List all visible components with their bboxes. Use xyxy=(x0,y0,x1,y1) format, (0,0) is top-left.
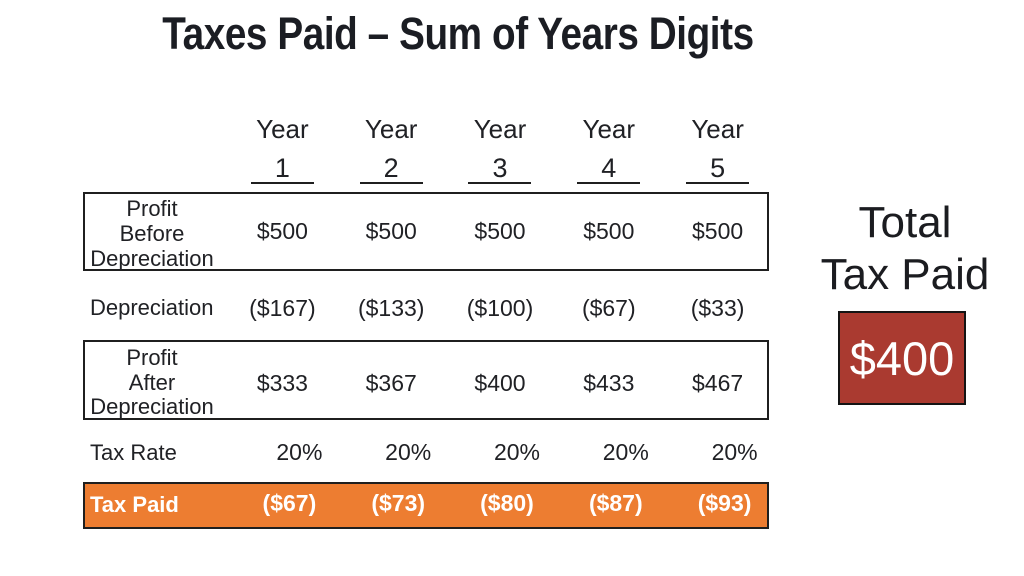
value-cell: $500 xyxy=(365,218,417,244)
row-label-tax-rate: Tax Rate xyxy=(90,440,177,465)
value-cell: $500 xyxy=(692,218,744,244)
value-cell: ($133) xyxy=(357,295,425,321)
value-cell: $500 xyxy=(583,218,635,244)
value-cell: $400 xyxy=(474,369,526,396)
year-header-col-2: Year 2 xyxy=(337,116,446,190)
year-header-row: Year 1 Year 2 Year 3 Year 4 Year 5 xyxy=(228,116,772,190)
value-cell: $433 xyxy=(583,369,635,396)
year-header-number: 1 xyxy=(274,153,290,183)
row-box-profit-after-depreciation xyxy=(83,340,769,420)
value-cell: ($167) xyxy=(249,295,316,321)
year-header-number: 4 xyxy=(601,153,617,183)
row-values-profit-before-depreciation: $500 $500 $500 $500 $500 xyxy=(228,192,772,271)
total-tax-paid-label: Total Tax Paid xyxy=(820,198,990,299)
value-cell: 20% xyxy=(276,439,323,465)
value-cell: ($67) xyxy=(581,295,636,321)
year-header-col-5: Year 5 xyxy=(663,116,772,190)
value-cell: $467 xyxy=(692,369,744,396)
year-header-number: 2 xyxy=(383,153,399,183)
total-tax-paid-box: $400 xyxy=(838,311,966,405)
value-cell: $333 xyxy=(256,369,308,396)
value-cell: ($67) xyxy=(262,490,317,516)
value-cell: ($33) xyxy=(690,295,745,321)
value-cell: ($80) xyxy=(480,490,534,516)
value-cell: $367 xyxy=(365,369,417,396)
year-header-word: Year xyxy=(582,114,636,144)
row-label-depreciation: Depreciation xyxy=(90,295,214,320)
year-header-word: Year xyxy=(691,114,744,144)
year-header-underline xyxy=(686,182,750,184)
year-header-col-4: Year 4 xyxy=(554,116,663,190)
year-header-col-3: Year 3 xyxy=(446,116,555,190)
value-cell: 20% xyxy=(711,439,758,465)
year-header-underline xyxy=(577,182,641,184)
slide-title: Taxes Paid – Sum of Years Digits xyxy=(162,8,754,59)
total-tax-paid-value: $400 xyxy=(849,331,955,385)
row-label-profit-before-depreciation: Profit Before Depreciation xyxy=(90,196,214,271)
value-cell: ($100) xyxy=(466,295,534,321)
row-label-profit-after-depreciation: Profit After Depreciation xyxy=(90,345,214,419)
row-values-tax-rate: 20% 20% 20% 20% 20% xyxy=(245,440,789,465)
row-box-tax-paid-highlight xyxy=(83,482,769,529)
value-cell: 20% xyxy=(385,439,432,465)
row-values-depreciation: ($167) ($133) ($100) ($67) ($33) xyxy=(228,296,772,320)
value-cell: ($93) xyxy=(697,490,752,516)
value-cell: $500 xyxy=(474,218,526,244)
row-label-tax-paid: Tax Paid xyxy=(90,492,179,517)
value-cell: ($73) xyxy=(371,490,426,516)
value-cell: 20% xyxy=(602,439,649,465)
value-cell: ($87) xyxy=(588,490,643,516)
year-header-word: Year xyxy=(256,114,309,144)
year-header-underline xyxy=(250,182,314,184)
year-header-number: 5 xyxy=(710,153,726,183)
value-cell: 20% xyxy=(493,439,541,465)
row-values-tax-paid: ($67) ($73) ($80) ($87) ($93) xyxy=(235,490,779,516)
year-header-underline xyxy=(468,182,532,184)
row-box-profit-before-depreciation xyxy=(83,192,769,271)
year-header-number: 3 xyxy=(492,153,508,183)
year-header-underline xyxy=(359,182,423,184)
row-values-profit-after-depreciation: $333 $367 $400 $433 $467 xyxy=(228,344,772,422)
value-cell: $500 xyxy=(256,218,308,244)
year-header-col-1: Year 1 xyxy=(228,116,337,190)
year-header-word: Year xyxy=(364,114,418,144)
year-header-word: Year xyxy=(473,114,527,144)
